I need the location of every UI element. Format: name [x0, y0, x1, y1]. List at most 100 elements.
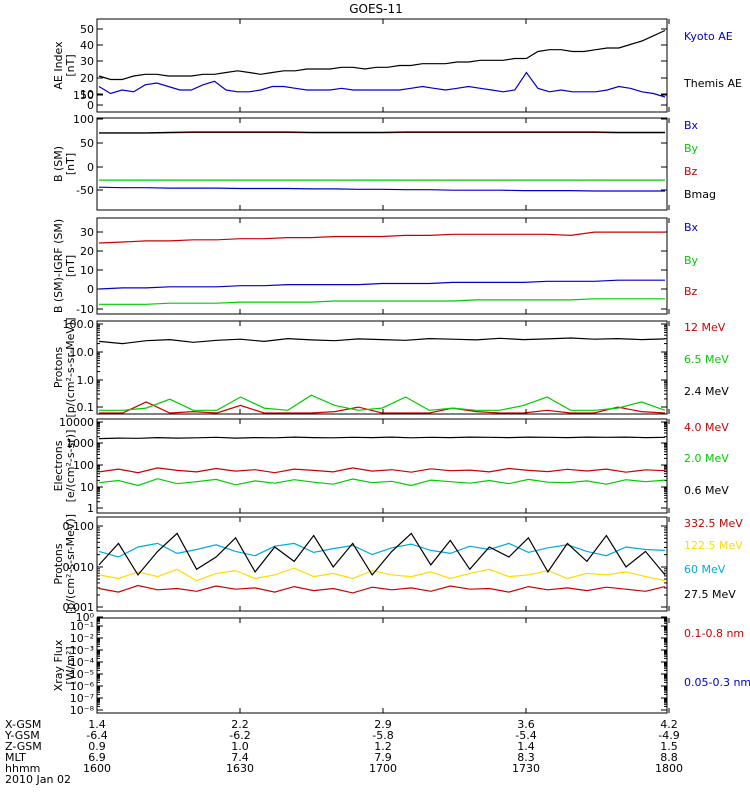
y-tick-label: 20 [80, 245, 94, 258]
y-axis-label: Protons [52, 543, 65, 584]
y-axis-label: [nT] [64, 54, 77, 76]
y-axis-label: [W/m²] [64, 646, 77, 684]
series-line-332-5-mev [98, 584, 666, 594]
legend-entry: 332.5 MeV [684, 517, 743, 530]
y-tick-label: 20 [80, 72, 94, 85]
series-line-kyoto-ae [98, 71, 666, 98]
legend-entry: 12 MeV [684, 321, 726, 334]
x-axis-date: 2010 Jan 02 [5, 773, 71, 786]
y-axis-label: B (SM) [52, 146, 65, 182]
y-tick-label: 10.0 [70, 346, 95, 359]
y-tick-label: 10⁻² [70, 632, 94, 645]
y-tick-label: 10⁰ [76, 611, 95, 624]
y-tick-label: 1000 [66, 437, 94, 450]
y-tick-label: 1.0 [77, 374, 95, 387]
y-axis-label: [e/(cm²-s-sr)] [64, 430, 77, 503]
y-tick-label: 50 [80, 23, 94, 36]
y-tick-label: 10 [80, 481, 94, 494]
x-axis-value: 1.4 [88, 718, 106, 731]
panel-frame [96, 217, 668, 315]
legend-entry: Themis AE [683, 77, 742, 90]
panel-protons-high: 0.001 0.010 0.100 Protons [p/(cm²-s-sr-MeV)]… [52, 514, 743, 614]
y-axis-label: [nT] [64, 153, 77, 175]
y-axis-label: [nT] [64, 255, 77, 277]
panel-frame [96, 320, 668, 415]
x-axis-table: X-GSM 1.4 2.2 2.9 3.6 4.2 Y-GSM -6.4 -6.2 -5.8 -5.… [4, 718, 683, 786]
legend-entry: Bmag [684, 188, 716, 201]
series-line-bx [98, 186, 665, 192]
x-axis-value: -6.4 [86, 729, 107, 742]
x-axis-value: 1.4 [517, 740, 535, 753]
y-axis-label: Xray Flux [52, 639, 65, 691]
x-axis-value: 1.2 [374, 740, 392, 753]
panel-frame [96, 617, 668, 714]
x-axis-value: 1600 [83, 762, 111, 775]
series-line-27-5-mev [98, 532, 666, 576]
x-axis-value: 1.5 [660, 740, 678, 753]
y-tick-label: 40 [80, 39, 94, 52]
series-line-themis-ae [98, 29, 666, 81]
x-axis-value: -5.8 [372, 729, 393, 742]
y-tick-label: 50 [80, 137, 94, 150]
x-axis-row-label: hhmm [5, 762, 40, 775]
legend-entry: 0.05-0.3 nm [684, 676, 750, 689]
y-tick-label: 10⁻⁷ [70, 692, 94, 705]
x-axis-row-label: Z-GSM [5, 740, 42, 753]
panel-protons-low: 0.1 1.0 10.0 100.0 Protons [p/(cm²-s-sr-MeV)]… [52, 318, 729, 418]
series-line-2-4-mev [98, 337, 666, 345]
series-line-6-5-mev [99, 394, 666, 411]
y-tick-label: 100.0 [63, 318, 95, 331]
x-axis-row-label: Y-GSM [4, 729, 40, 742]
y-tick-label: 10⁻⁶ [70, 680, 95, 693]
series-line-4-0-mev [98, 467, 666, 474]
panel-b-igrf: -10 0 10 20 30 B (SM)-IGRF (SM) [nT] Bx By Bz [52, 217, 699, 316]
x-axis-value: 4.2 [660, 718, 678, 731]
x-axis-value: 1730 [512, 762, 540, 775]
y-tick-label: 150 [73, 89, 94, 102]
y-tick-label: 30 [80, 55, 94, 68]
y-tick-label: 0 [87, 99, 94, 112]
x-axis-value: 1800 [655, 762, 683, 775]
y-tick-label: 0 [87, 161, 94, 174]
x-axis-value: 1630 [226, 762, 254, 775]
series-line-122-5-mev [98, 567, 666, 582]
legend-entry: Bx [684, 221, 699, 234]
panel-ae: 010 20 30 40 50 AE Index [nT] Kyoto AE Themis AE [52, 18, 742, 113]
legend-entry: 2.4 MeV [684, 385, 729, 398]
legend-entry: By [684, 254, 699, 267]
legend-entry: 122.5 MeV [684, 539, 743, 552]
x-axis-value: 7.9 [374, 751, 392, 764]
panel-frame [96, 18, 668, 113]
legend-entry: By [684, 142, 699, 155]
x-axis-value: -4.9 [658, 729, 679, 742]
legend-entry: 4.0 MeV [684, 421, 729, 434]
y-tick-label: 10 [80, 88, 94, 101]
x-axis-value: -6.2 [229, 729, 250, 742]
panel-frame [96, 516, 668, 612]
y-tick-label: -50 [76, 184, 94, 197]
y-tick-label: 0.100 [63, 520, 95, 533]
x-axis-row-label: X-GSM [5, 718, 41, 731]
y-axis-label: [p/(cm²-s-sr-MeV)] [64, 318, 77, 418]
y-tick-label: 10⁻³ [70, 644, 94, 657]
legend-entry: 27.5 MeV [684, 588, 736, 601]
legend-entry: Kyoto AE [684, 30, 733, 43]
x-axis-row-label: MLT [5, 751, 26, 764]
y-axis-label: B (SM)-IGRF (SM) [52, 219, 65, 313]
series-line-bx [98, 279, 665, 290]
panel-frame [96, 418, 668, 514]
y-tick-label: 10⁻⁵ [70, 668, 94, 681]
y-tick-label: 10⁻⁴ [70, 656, 95, 669]
y-tick-label: 100 [73, 459, 94, 472]
series-line-by [99, 298, 665, 305]
y-tick-label: 10000 [59, 416, 94, 429]
y-axis-label: AE Index [52, 41, 65, 90]
y-tick-label: 0.001 [63, 601, 95, 614]
y-tick-label: 30 [80, 226, 94, 239]
series-line-bmag [99, 131, 665, 134]
y-tick-label: 1 [87, 502, 94, 515]
